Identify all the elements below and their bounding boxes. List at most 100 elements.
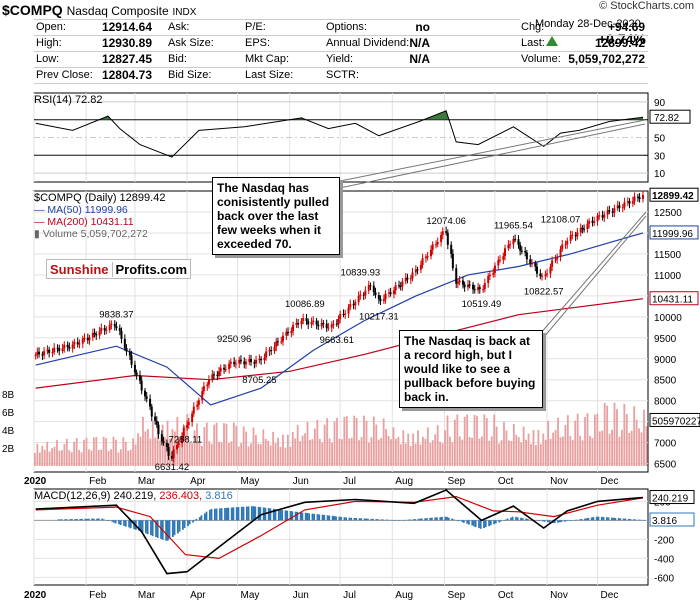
price-value-box [649,187,699,202]
macd-histogram-bar [515,516,517,521]
volume-bar [220,442,223,466]
price-candle-body [451,253,454,269]
volume-bar [137,433,139,466]
price-candle-body [292,324,295,332]
month-tick-label: Apr [190,476,206,487]
price-candle-body [362,294,365,296]
price-candle-body [377,295,380,300]
macd-histogram-bar [462,520,465,523]
price-candle-body [588,220,591,224]
volume-bar [557,417,559,466]
volume-bar [537,430,540,466]
macd-histogram-bar [86,518,88,521]
volume-bar [85,437,88,466]
macd-histogram-bar [59,519,62,521]
macd-histogram-bar [235,507,238,521]
rsi-label: RSI(14) 72.82 [34,94,103,106]
price-candle-body [196,404,199,407]
price-candle-body [472,284,475,290]
ma50-line [35,232,644,406]
volume-bar [46,441,49,466]
annotation-record-high: The Nasdaq is back at a record high, but… [399,330,543,408]
volume-bar [387,436,390,466]
price-candle-body [339,313,342,319]
price-candle-body [541,275,544,277]
volume-tick-label: 2B [2,444,15,455]
macd-histogram-bar [484,520,487,528]
macd-histogram-bar [587,517,590,521]
macd-histogram-bar [84,518,87,521]
up-arrow-icon [546,36,558,46]
volume-bar [97,449,100,466]
volume-bar [530,444,532,466]
price-candle-body [118,328,121,331]
macd-histogram-bar [380,519,383,521]
macd-histogram-bar [478,520,480,529]
price-candle-body [488,274,491,277]
quote-value: N/A [409,36,430,50]
macd-histogram-bar [176,520,179,534]
quote-label: P/E: [245,21,266,33]
macd-histogram-bar [308,513,310,521]
macd-histogram-bar [456,520,459,521]
rsi-tick-label: 90 [654,98,666,109]
volume-bar [215,422,218,466]
month-tick-label: Jun [293,476,309,487]
volume-bar [198,441,201,466]
price-candle-body [76,341,79,345]
macd-histogram-bar [580,518,583,521]
macd-signal-line [35,495,644,560]
macd-histogram-bar [397,520,400,521]
macd-histogram-bar [289,511,292,521]
volume-bar [611,429,613,466]
macd-histogram-bar [108,520,110,522]
macd-histogram-bar [365,518,368,521]
volume-bar [235,425,238,466]
macd-histogram-bar [301,512,304,521]
volume-bar [429,442,432,466]
macd-histogram-bar [375,519,378,521]
price-candle-body [154,416,157,421]
price-candle-body [512,239,515,245]
price-candle-body [467,284,470,288]
price-candle-body [520,250,523,252]
volume-bar [623,403,626,466]
price-candle-body [105,329,108,331]
price-candle-body [478,287,481,290]
volume-bar [73,441,76,466]
volume-bar [279,446,282,466]
macd-histogram-bar [521,518,524,521]
rsi-tick-label: 10 [654,169,666,180]
volume-bar [554,430,557,466]
price-candle-body [170,455,173,459]
price-point-label: 10519.49 [462,299,502,310]
month-tick-label: Aug [395,590,413,601]
volume-bar [252,427,255,466]
volume-bar [593,414,596,466]
price-candle-body [53,347,56,353]
price-candle-body [611,211,614,213]
volume-bar [370,437,373,466]
quote-value: +94.69 [607,20,645,34]
volume-bar [616,409,618,466]
month-tick-label: 2020 [24,476,47,487]
volume-bar [311,439,314,466]
macd-histogram-bar [627,518,630,521]
macd-histogram-bar [183,520,186,528]
price-candle-body [315,320,318,325]
macd-histogram-bar [316,514,319,521]
price-candle-body [302,318,305,321]
price-candle-body [162,441,165,443]
month-tick-label: May [241,476,260,487]
volume-bar [441,443,444,466]
rsi-tick-label: 30 [654,151,666,162]
volume-bar [635,419,638,466]
quote-label: Options: [326,21,367,33]
price-candle-body [320,323,323,327]
volume-bar [589,436,591,466]
macd-histogram-bar [419,518,422,521]
macd-histogram-bar [106,520,109,521]
macd-histogram-bar [345,517,348,521]
price-point-label: 10086.89 [285,299,325,310]
price-candle-body [546,273,549,275]
